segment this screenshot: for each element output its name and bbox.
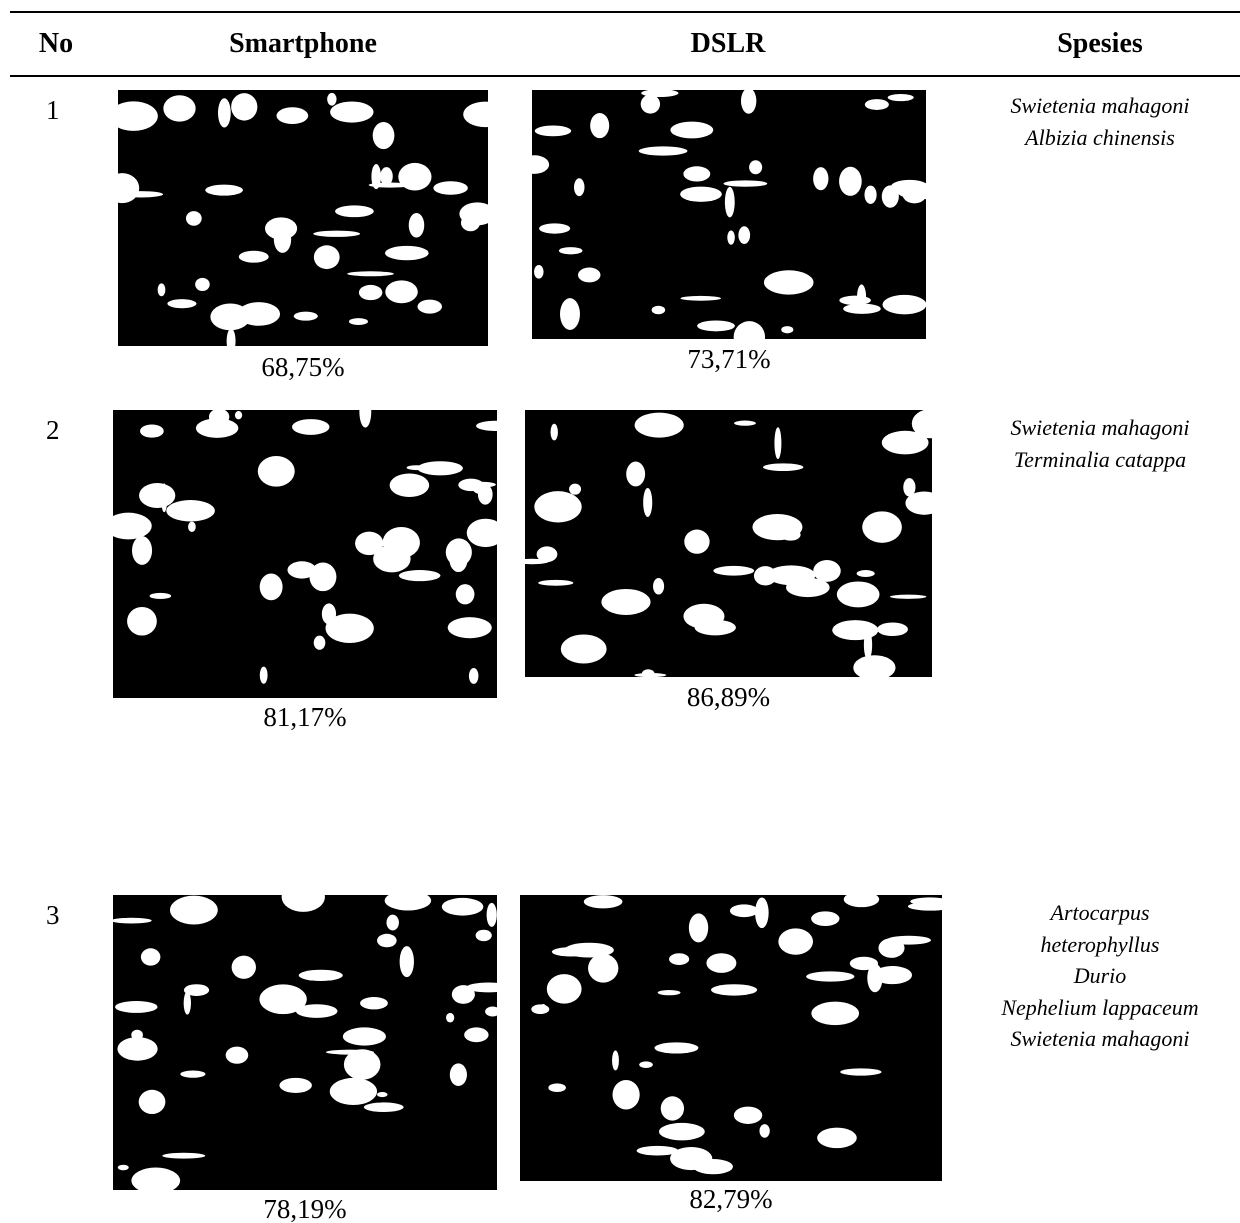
header-rule: [10, 75, 1240, 77]
species-name: Swietenia mahagoni: [980, 90, 1220, 122]
header-cell: No: [39, 28, 73, 60]
species-name: Terminalia catappa: [980, 444, 1220, 476]
canopy-photo: [520, 895, 942, 1181]
canopy-photo: [113, 895, 497, 1190]
page: No Smartphone DSLR Spesies 1 68,75% 73,71%…: [0, 0, 1240, 1223]
species-name: Swietenia mahagoni: [980, 1023, 1220, 1055]
species-name: Durio: [980, 960, 1220, 992]
header-cell: Smartphone: [229, 28, 377, 60]
header-cell: DSLR: [691, 28, 766, 60]
smartphone-cover: 81,17%: [263, 702, 346, 733]
canopy-photo: [532, 90, 926, 339]
species-name: heterophyllus: [980, 929, 1220, 961]
row-number: 1: [46, 95, 60, 126]
row-number: 3: [46, 900, 60, 931]
dslr-cover: 73,71%: [687, 344, 770, 375]
canopy-photo: [118, 90, 488, 346]
dslr-cover: 86,89%: [687, 682, 770, 713]
species-name: Nephelium lappaceum: [980, 992, 1220, 1024]
species-name: Albizia chinensis: [980, 122, 1220, 154]
dslr-cover: 82,79%: [689, 1184, 772, 1215]
species-name: Swietenia mahagoni: [980, 412, 1220, 444]
header-cell: Spesies: [1057, 28, 1143, 60]
row-number: 2: [46, 415, 60, 446]
smartphone-cover: 78,19%: [263, 1194, 346, 1223]
top-rule: [10, 11, 1240, 13]
species-name: Artocarpus: [980, 897, 1220, 929]
canopy-photo: [525, 410, 932, 677]
canopy-photo: [113, 410, 497, 698]
smartphone-cover: 68,75%: [261, 352, 344, 383]
